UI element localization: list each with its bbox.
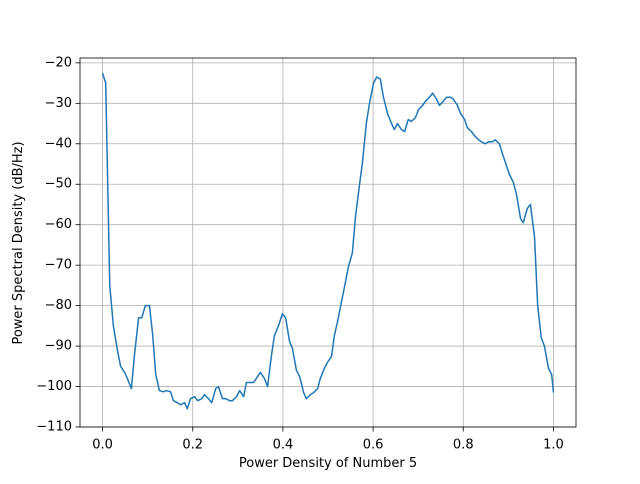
- y-tick-label: −90: [45, 339, 72, 354]
- x-tick-label: 0.4: [273, 438, 294, 453]
- x-tick-label: 1.0: [543, 438, 564, 453]
- y-tick-label: −100: [36, 379, 72, 394]
- line: [101, 72, 555, 410]
- y-tick-label: −50: [45, 177, 72, 192]
- y-tick-label: −70: [45, 258, 72, 273]
- x-tick-label: 0.0: [92, 438, 113, 453]
- y-tick-label: −60: [45, 217, 72, 232]
- y-tick-label: −80: [45, 298, 72, 313]
- x-tick-label: 0.6: [363, 438, 384, 453]
- x-tick-label: 0.2: [182, 438, 203, 453]
- y-axis-label: Power Spectral Density (dB/Hz): [11, 141, 26, 344]
- y-tick-label: −40: [45, 136, 72, 151]
- plot-frame: [79, 57, 577, 428]
- y-tick-label: −20: [45, 55, 72, 70]
- y-tick-label: −110: [36, 420, 72, 435]
- y-tick-label: −30: [45, 96, 72, 111]
- x-tick-label: 0.8: [453, 438, 474, 453]
- x-axis-label: Power Density of Number 5: [239, 456, 417, 471]
